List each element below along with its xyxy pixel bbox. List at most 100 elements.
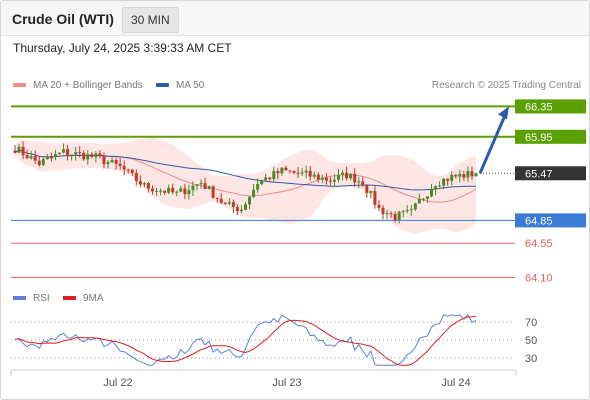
candle-body bbox=[98, 153, 102, 157]
candle-body bbox=[53, 154, 57, 158]
candle-body bbox=[397, 211, 401, 220]
candle-body bbox=[454, 174, 458, 177]
candle-body bbox=[219, 198, 223, 203]
candle-body bbox=[385, 213, 389, 215]
candle-body bbox=[361, 181, 365, 186]
candle-body bbox=[304, 170, 308, 173]
candle-body bbox=[417, 199, 421, 204]
ma50-swatch bbox=[156, 83, 169, 88]
candle-body bbox=[328, 180, 332, 182]
candle-body bbox=[25, 155, 29, 159]
candle-body bbox=[74, 152, 78, 155]
candle-body bbox=[203, 183, 207, 190]
candle-body bbox=[332, 179, 336, 182]
candle-body bbox=[33, 156, 37, 161]
candle-body bbox=[288, 170, 292, 172]
candle-body bbox=[130, 169, 134, 173]
legend-9ma: 9MA bbox=[63, 293, 104, 304]
candle-body bbox=[401, 211, 405, 213]
candle-body bbox=[308, 170, 312, 177]
candle-body bbox=[276, 171, 280, 174]
candle-body bbox=[353, 173, 357, 183]
candle-body bbox=[70, 154, 74, 156]
candle-body bbox=[62, 149, 66, 153]
ma20-label: MA 20 + Bollinger Bands bbox=[33, 80, 143, 91]
candle-body bbox=[470, 171, 474, 177]
candle-body bbox=[231, 202, 235, 207]
candle-body bbox=[373, 191, 377, 205]
candle-body bbox=[341, 172, 345, 175]
candle-body bbox=[86, 154, 90, 160]
level-label-2: 65.47 bbox=[525, 168, 553, 180]
candle-body bbox=[312, 174, 316, 177]
level-label-5: 64.10 bbox=[525, 272, 553, 284]
candle-body bbox=[349, 173, 353, 179]
level-tag-0 bbox=[515, 99, 586, 114]
candle-body bbox=[106, 162, 110, 165]
candle-body bbox=[191, 185, 195, 191]
candle-body bbox=[126, 169, 130, 171]
timeframe-button[interactable]: 30 MIN bbox=[122, 7, 179, 33]
x-tick-label-1: Jul 23 bbox=[272, 377, 301, 389]
level-tag-3 bbox=[515, 213, 586, 228]
candle-body bbox=[37, 160, 41, 165]
candle-body bbox=[357, 181, 361, 183]
candle-body bbox=[110, 160, 114, 163]
candle-body bbox=[409, 209, 413, 211]
candle-body bbox=[215, 197, 219, 199]
candle-body bbox=[167, 187, 171, 193]
level-label-4: 64.55 bbox=[525, 238, 553, 250]
candle-body bbox=[413, 203, 417, 210]
rsi-line bbox=[14, 313, 477, 366]
candle-body bbox=[260, 180, 264, 184]
candle-body bbox=[239, 209, 243, 212]
bollinger-band bbox=[15, 138, 476, 234]
candle-body bbox=[256, 183, 260, 190]
candle-body bbox=[223, 202, 227, 204]
rsi-level-label-0: 70 bbox=[525, 317, 537, 329]
candle-body bbox=[183, 188, 187, 195]
projection-arrow-head bbox=[498, 106, 509, 120]
candle-body bbox=[90, 154, 94, 157]
candle-body bbox=[244, 204, 247, 210]
candle-body bbox=[284, 167, 288, 171]
candle-body bbox=[57, 152, 61, 155]
candle-body bbox=[150, 188, 154, 192]
candle-body bbox=[118, 163, 122, 166]
candle-body bbox=[13, 150, 17, 153]
candle-body bbox=[66, 149, 70, 156]
candle-body bbox=[207, 186, 211, 190]
candle-body bbox=[365, 185, 369, 193]
candle-body bbox=[78, 152, 82, 154]
candle-body bbox=[227, 202, 231, 204]
candle-body bbox=[49, 157, 53, 159]
candle-body bbox=[264, 177, 268, 181]
candle-body bbox=[122, 165, 126, 170]
candle-body bbox=[462, 174, 466, 178]
candle-body bbox=[345, 172, 349, 179]
candle-body bbox=[466, 171, 470, 178]
candle-body bbox=[102, 156, 106, 165]
rsi-swatch bbox=[13, 296, 26, 301]
rsi-ma-line bbox=[14, 315, 477, 366]
candle-body bbox=[337, 174, 341, 180]
candle-body bbox=[324, 177, 328, 181]
candle-body bbox=[248, 196, 252, 205]
candle-body bbox=[195, 184, 199, 186]
rsi-label: RSI bbox=[33, 293, 50, 304]
x-tick-label-0: Jul 22 bbox=[103, 377, 132, 389]
timestamp: Thursday, July 24, 2025 3:39:33 AM CET bbox=[13, 41, 232, 55]
candle-body bbox=[389, 213, 393, 215]
candle-body bbox=[187, 190, 191, 195]
candle-body bbox=[163, 190, 167, 193]
candle-body bbox=[272, 171, 276, 180]
rsi-level-label-1: 50 bbox=[525, 335, 537, 347]
candle-body bbox=[280, 167, 284, 174]
candle-body bbox=[377, 204, 381, 208]
candle-body bbox=[235, 206, 239, 212]
9ma-swatch bbox=[63, 296, 76, 301]
candle-body bbox=[369, 191, 373, 193]
legend-ma20: MA 20 + Bollinger Bands bbox=[13, 80, 143, 91]
candle-body bbox=[430, 189, 434, 197]
candle-body bbox=[138, 181, 142, 185]
